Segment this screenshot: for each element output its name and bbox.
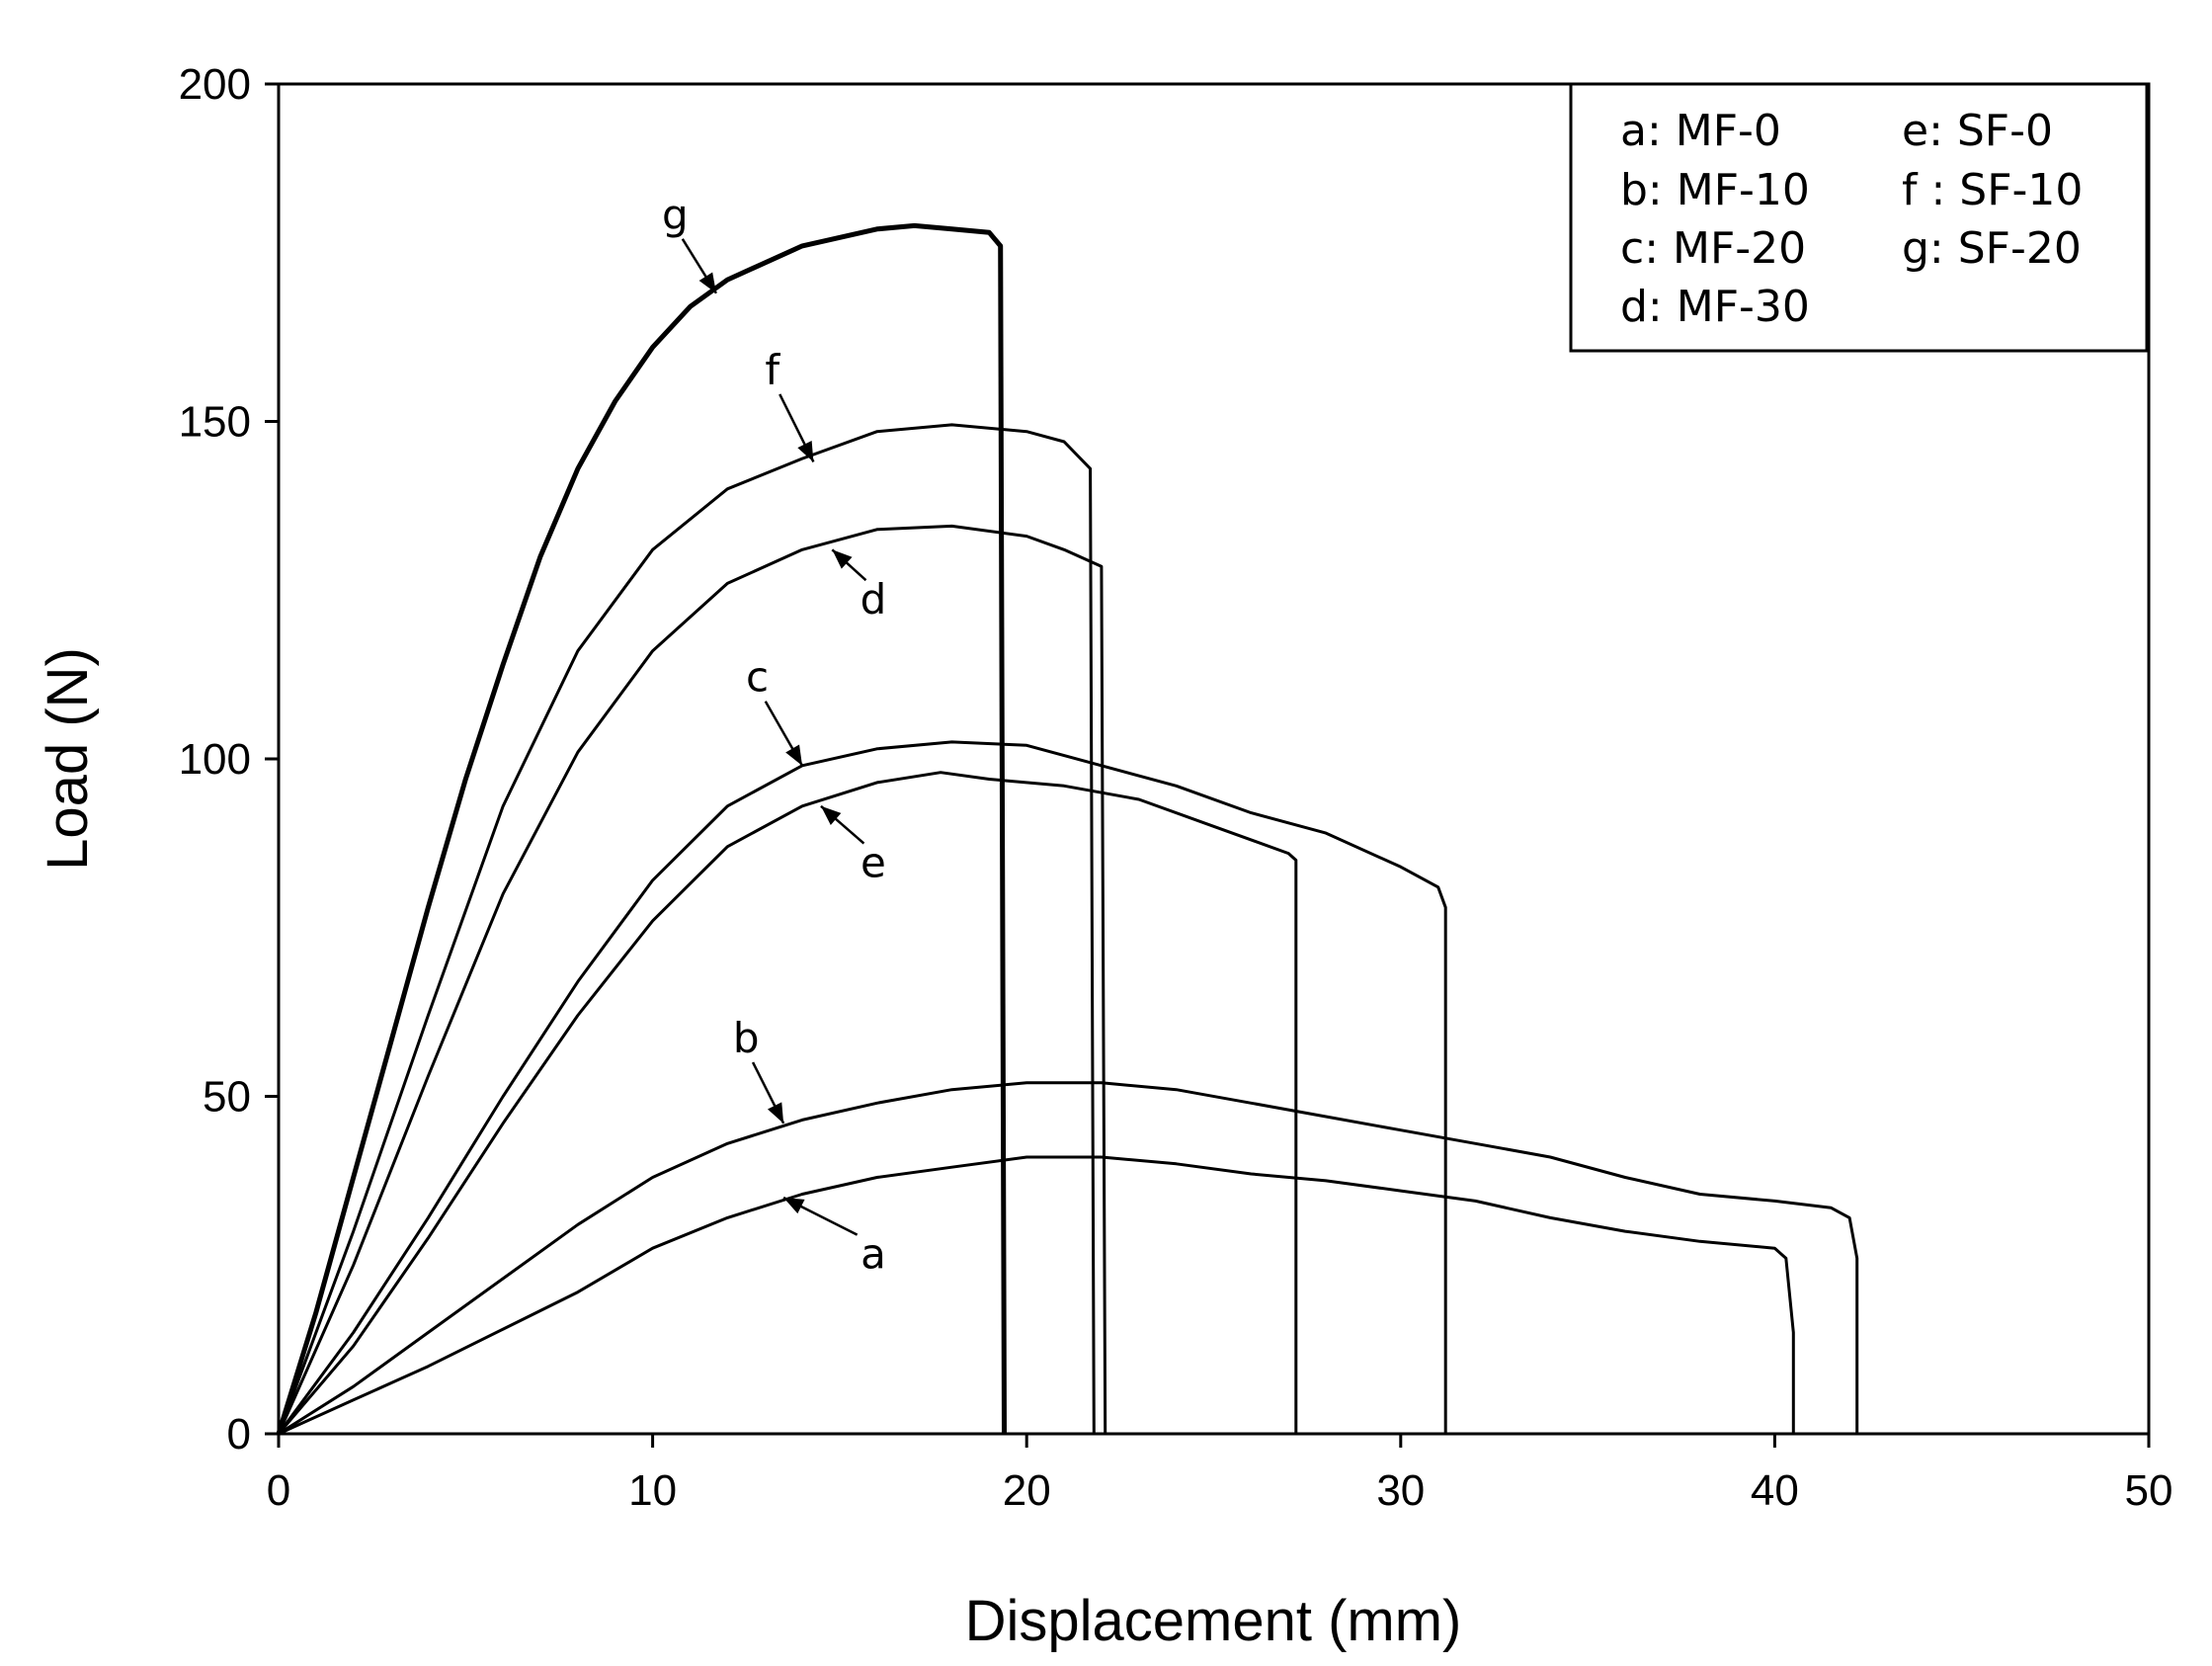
x-ticks-group: 0 10 20 30 40 50 <box>267 1434 2173 1515</box>
y-tick-label: 0 <box>227 1410 251 1458</box>
x-tick-label: 30 <box>1376 1466 1425 1515</box>
curve-c <box>277 740 1447 1435</box>
arrow-b <box>751 1061 785 1125</box>
legend-entry-e: e: SF-0 <box>1902 106 2053 156</box>
legend-box <box>1569 82 2149 353</box>
legend-entry-a: a: MF-0 <box>1620 106 1781 156</box>
curve-a <box>278 1155 1795 1436</box>
x-tick-label: 20 <box>1003 1466 1051 1515</box>
y-axis-title: Load (N) <box>36 647 100 871</box>
curve-label-d: d <box>860 575 887 624</box>
legend-entry-d: d: MF-30 <box>1620 282 1810 332</box>
x-tick-label: 0 <box>267 1466 290 1515</box>
curve-label-b: b <box>733 1014 760 1062</box>
curve-g <box>276 222 1007 1435</box>
curve-f <box>277 423 1096 1435</box>
curves-group <box>276 222 1859 1436</box>
arrow-f <box>778 393 815 463</box>
curve-d <box>277 524 1107 1435</box>
legend-entry-b: b: MF-10 <box>1620 165 1810 215</box>
legend-entry-f: f : SF-10 <box>1902 165 2083 215</box>
arrow-e <box>820 804 865 845</box>
curve-b <box>278 1081 1859 1436</box>
legend-entry-c: c: MF-20 <box>1620 223 1806 274</box>
arrow-g <box>681 238 718 294</box>
curve-e <box>277 771 1298 1435</box>
arrow-a <box>782 1196 859 1236</box>
x-axis-title: Displacement (mm) <box>965 1589 1462 1653</box>
y-ticks-group: 0 50 100 150 200 <box>179 60 279 1458</box>
y-tick-label: 100 <box>179 735 251 784</box>
arrow-d <box>831 548 867 582</box>
x-tick-label: 10 <box>628 1466 677 1515</box>
annotation-arrows-group <box>681 238 867 1236</box>
curve-label-g: g <box>662 191 689 239</box>
legend-entry-g: g: SF-20 <box>1902 223 2082 274</box>
x-tick-label: 50 <box>2125 1466 2173 1515</box>
curve-labels-group: a b c d e f g <box>662 191 886 1279</box>
curve-label-f: f <box>765 346 780 394</box>
y-tick-label: 50 <box>203 1073 251 1122</box>
arrow-c <box>764 701 804 767</box>
curve-label-a: a <box>860 1230 886 1279</box>
legend: a: MF-0 b: MF-10 c: MF-20 d: MF-30 e: SF… <box>1569 82 2149 353</box>
y-tick-label: 150 <box>179 398 251 447</box>
curve-label-c: c <box>746 653 769 702</box>
y-tick-label: 200 <box>179 60 251 109</box>
x-tick-label: 40 <box>1751 1466 1799 1515</box>
curve-label-e: e <box>860 839 886 887</box>
